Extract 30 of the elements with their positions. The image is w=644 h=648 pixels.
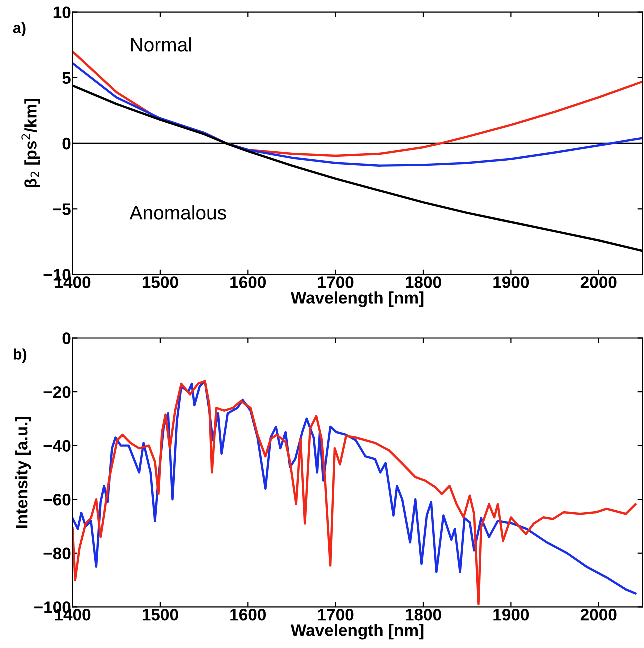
x-tick-label: 1500 — [142, 609, 178, 621]
y-tick-label: 5 — [62, 72, 71, 84]
y-tick-label: −5 — [53, 204, 71, 216]
annotation: Anomalous — [130, 206, 226, 220]
annotation: Normal — [131, 38, 192, 52]
y-axis-title: Intensity [a.u.] — [16, 417, 32, 528]
y-tick-label: −80 — [44, 548, 71, 560]
x-axis-title: Wavelength [nm] — [290, 292, 424, 308]
x-axis-title: Wavelength [nm] — [290, 624, 424, 640]
x-tick-label: 1600 — [230, 276, 266, 288]
x-tick-label: 2000 — [580, 609, 617, 621]
text: a) — [13, 22, 26, 36]
line-series — [72, 62, 643, 167]
y-tick-label: 10 — [54, 6, 71, 19]
x-tick-label: 1700 — [318, 276, 354, 288]
x-tick-label: 1600 — [230, 609, 266, 621]
x-tick-label: 1900 — [494, 276, 530, 288]
x-tick-label: 1700 — [318, 609, 354, 621]
x-tick-label: 1800 — [406, 276, 442, 288]
y-tick-label: −20 — [44, 386, 71, 398]
y-tick-label: 0 — [62, 332, 71, 344]
x-tick-label: 2000 — [580, 276, 617, 288]
x-tick-label: 1500 — [142, 276, 178, 288]
text: b) — [14, 348, 27, 363]
y-axis-title: β$_{2}$ [ps$^{2}$/km] — [22, 99, 40, 188]
y-tick-label: 0 — [62, 138, 71, 150]
y-tick-label: −60 — [44, 494, 71, 506]
x-tick-label: 1900 — [494, 609, 530, 621]
y-tick-label: −40 — [44, 440, 71, 452]
x-tick-label: 1800 — [406, 609, 442, 621]
